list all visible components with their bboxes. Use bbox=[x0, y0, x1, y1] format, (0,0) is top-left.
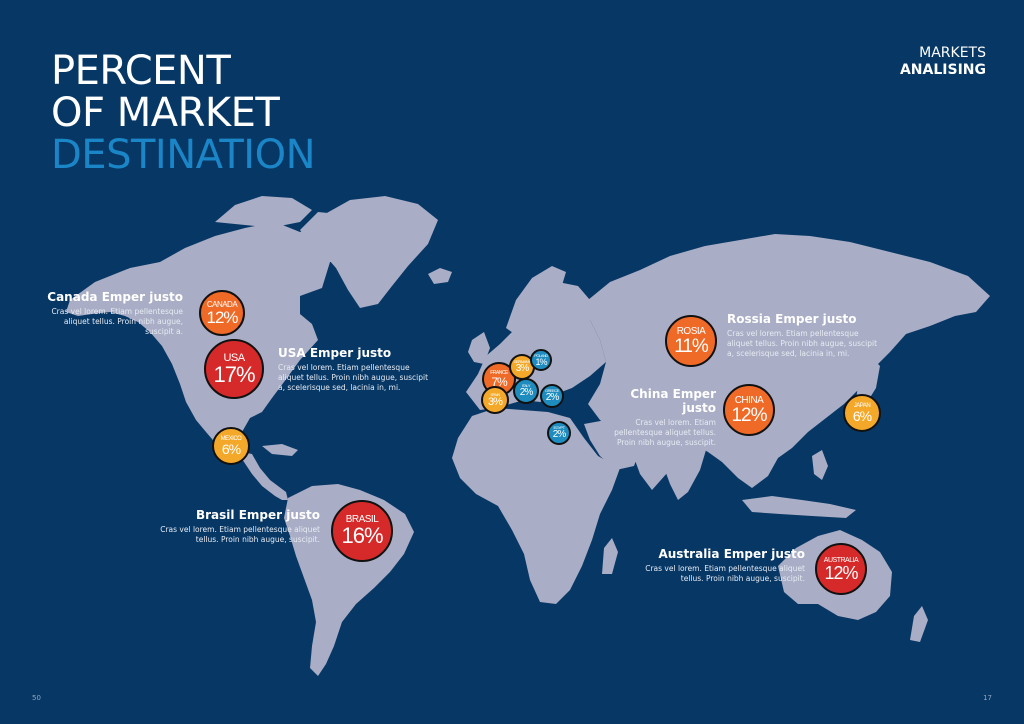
marker-percent: 1% bbox=[535, 356, 547, 367]
marker-greece: GREECE 2% bbox=[540, 384, 564, 408]
callout-text: Cras vel lorem. Etiam pellentesque aliqu… bbox=[278, 363, 429, 392]
marker-country: MEXICO bbox=[220, 436, 242, 442]
title-line-3: DESTINATION bbox=[51, 132, 316, 178]
callout-text: Cras vel lorem. Etiam pellentesque aliqu… bbox=[51, 307, 183, 336]
section-label: MARKETS ANALISING bbox=[900, 45, 986, 79]
marker-percent: 17% bbox=[213, 361, 255, 387]
marker-percent: 7% bbox=[491, 374, 507, 389]
callout-heading: USA Emper justo bbox=[278, 346, 392, 360]
landmass-india bbox=[662, 434, 706, 500]
page-title: PERCENT OF MARKET DESTINATION bbox=[51, 48, 316, 178]
landmass-arabia bbox=[584, 420, 640, 470]
marker-egypt: EGYPT 2% bbox=[547, 421, 571, 445]
marker-percent: 2% bbox=[545, 392, 559, 403]
landmass-scandinavia bbox=[506, 266, 566, 338]
marker-country: ROSIA bbox=[676, 325, 706, 337]
marker-italy: ITALY 2% bbox=[513, 378, 539, 404]
marker-percent: 6% bbox=[852, 408, 872, 424]
marker-japan: JAPAN 6% bbox=[843, 394, 881, 432]
callout-heading: Australia Emper justo bbox=[658, 547, 805, 561]
marker-country: ITALY bbox=[521, 383, 531, 388]
marker-spain: SPAIN 3% bbox=[481, 386, 509, 414]
callout-brasil: Brasil Emper justo Cras vel lorem. Etiam… bbox=[158, 508, 320, 545]
marker-australia: AUSTRALIA 12% bbox=[815, 543, 867, 595]
landmass-arctic-islands bbox=[215, 196, 312, 226]
marker-percent: 12% bbox=[824, 562, 858, 583]
marker-country: SPAIN bbox=[490, 391, 500, 397]
landmass-japan bbox=[856, 356, 880, 404]
section-label-top: MARKETS bbox=[919, 45, 986, 61]
marker-percent: 12% bbox=[206, 307, 238, 327]
landmass-uk bbox=[468, 332, 490, 364]
callout-text: Cras vel lorem. Etiam pellentesque aliqu… bbox=[727, 329, 878, 358]
marker-country: BRASIL bbox=[345, 514, 379, 525]
marker-country: CANADA bbox=[206, 299, 238, 309]
marker-country: CHINA bbox=[734, 394, 764, 406]
marker-brasil: BRASIL 16% bbox=[331, 500, 393, 562]
callout-russia: Rossia Emper justo Cras vel lorem. Etiam… bbox=[727, 312, 879, 359]
marker-percent: 6% bbox=[221, 441, 241, 457]
marker-percent: 3% bbox=[488, 395, 503, 408]
marker-percent: 2% bbox=[552, 429, 566, 440]
callout-heading: Canada Emper justo bbox=[47, 290, 183, 304]
landmass-madagascar bbox=[602, 538, 618, 574]
callout-china: China Emper justo Cras vel lorem. Etiam … bbox=[596, 387, 716, 448]
callout-text: Cras vel lorem. Etiam pellentesque aliqu… bbox=[645, 564, 805, 583]
landmass-caribbean bbox=[262, 444, 298, 456]
marker-country: AUSTRALIA bbox=[823, 556, 859, 564]
callout-text: Cras vel lorem. Etiam pellentesque aliqu… bbox=[160, 525, 320, 544]
marker-russia: ROSIA 11% bbox=[665, 315, 717, 367]
marker-country: JAPAN bbox=[853, 403, 871, 409]
callout-usa: USA Emper justo Cras vel lorem. Etiam pe… bbox=[278, 346, 430, 393]
callout-heading: Brasil Emper justo bbox=[195, 508, 320, 522]
title-line-2: OF MARKET bbox=[51, 90, 280, 136]
title-line-1: PERCENT bbox=[51, 48, 231, 94]
landmass-africa bbox=[452, 408, 620, 604]
callout-canada: Canada Emper justo Cras vel lorem. Etiam… bbox=[40, 290, 183, 337]
marker-percent: 3% bbox=[515, 363, 529, 374]
landmass-iceland bbox=[428, 268, 452, 284]
marker-country: GREECE bbox=[545, 388, 559, 393]
callout-heading: China Emper justo bbox=[630, 387, 716, 415]
landmass-asia bbox=[588, 234, 990, 490]
marker-country: USA bbox=[223, 351, 245, 364]
marker-country: GERMANY bbox=[513, 359, 531, 364]
marker-country: FRANCE bbox=[490, 369, 508, 376]
callout-heading: Rossia Emper justo bbox=[727, 312, 857, 326]
marker-country: EGYPT bbox=[553, 425, 565, 430]
page-number-left: 50 bbox=[32, 694, 41, 702]
landmass-greenland bbox=[312, 196, 438, 308]
marker-china: CHINA 12% bbox=[723, 384, 775, 436]
marker-percent: 11% bbox=[674, 335, 709, 357]
marker-country: POLAND bbox=[534, 352, 548, 358]
landmass-new-zealand bbox=[910, 606, 928, 642]
marker-percent: 16% bbox=[341, 523, 383, 548]
callout-text: Cras vel lorem. Etiam pellentesque aliqu… bbox=[614, 418, 716, 447]
marker-canada: CANADA 12% bbox=[199, 290, 245, 336]
marker-percent: 12% bbox=[731, 404, 767, 426]
marker-poland: POLAND 1% bbox=[530, 349, 552, 371]
landmass-philippines bbox=[812, 450, 828, 480]
marker-mexico: MEXICO 6% bbox=[212, 427, 250, 465]
section-label-bottom: ANALISING bbox=[899, 62, 986, 78]
callout-australia: Australia Emper justo Cras vel lorem. Et… bbox=[640, 547, 805, 584]
page-number-right: 17 bbox=[983, 694, 992, 702]
landmass-indonesia bbox=[742, 496, 856, 518]
marker-usa: USA 17% bbox=[204, 339, 264, 399]
marker-percent: 2% bbox=[519, 387, 533, 398]
